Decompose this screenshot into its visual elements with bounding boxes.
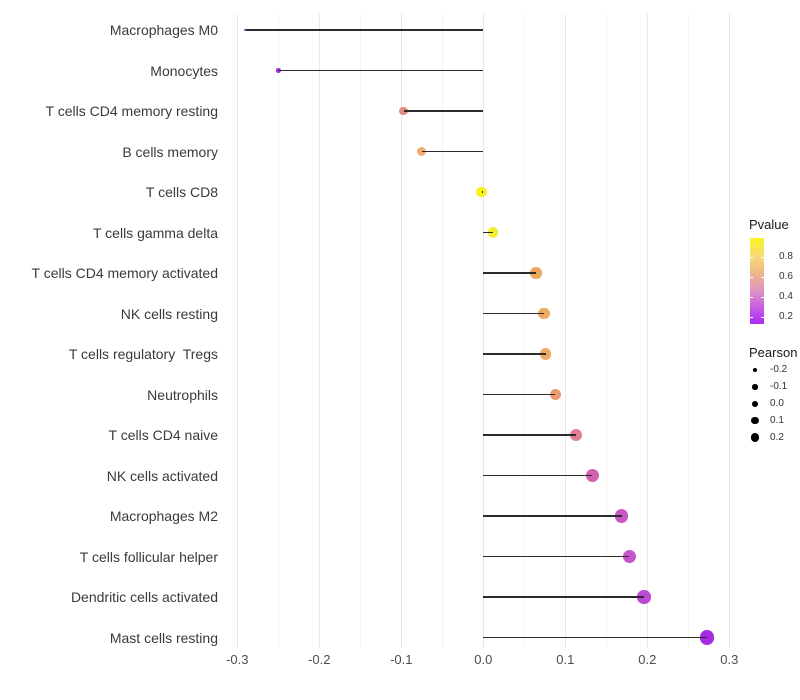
row-label: NK cells resting: [120, 305, 218, 322]
row-label: T cells CD4 naive: [108, 427, 218, 443]
x-tick-label: -0.1: [390, 652, 413, 667]
row-label: Dendritic cells activated: [70, 589, 218, 605]
gridline-minor: [278, 14, 280, 648]
gridline-major: [647, 14, 649, 648]
x-tick-label: -0.2: [308, 652, 331, 667]
pearson-legend-label: -0.2: [770, 364, 788, 375]
pvalue-tickmark: [750, 257, 753, 258]
pvalue-tickmark: [750, 317, 753, 318]
gridline-major: [729, 14, 731, 648]
x-tick-label: 0.1: [556, 652, 575, 667]
pvalue-legend-title: Pvalue: [749, 217, 789, 232]
lollipop-segment: [483, 312, 544, 315]
row-label: Macrophages M2: [109, 508, 218, 524]
x-tick-label: 0.3: [720, 652, 739, 667]
row-label: T cells follicular helper: [79, 548, 218, 565]
x-tick-label: 0.0: [474, 652, 493, 667]
lollipop-dot: [476, 186, 487, 198]
pearson-legend-dot: [752, 384, 758, 390]
pvalue-tickmark: [750, 277, 753, 278]
pvalue-tickmark: [761, 297, 764, 298]
lollipop-dot: [244, 28, 247, 32]
pearson-legend-dot: [752, 367, 758, 373]
lollipop-segment: [483, 393, 556, 396]
lollipop-dot: [586, 469, 599, 482]
pvalue-colorbar: [750, 238, 764, 324]
gridline-minor: [524, 14, 526, 648]
lollipop-dot: [569, 428, 583, 442]
row-label: Neutrophils: [147, 386, 218, 403]
pvalue-tick-label: 0.2: [779, 311, 793, 322]
lollipop-dot: [530, 267, 542, 279]
x-tick-label: 0.2: [638, 652, 657, 667]
pvalue-tick-label: 0.6: [779, 271, 793, 282]
lollipop-segment: [421, 150, 484, 153]
pearson-legend-title: Pearson: [749, 345, 798, 360]
lollipop-dot: [622, 549, 636, 564]
gridline-minor: [606, 14, 608, 648]
lollipop-dot: [417, 146, 427, 157]
lollipop-segment: [483, 515, 622, 517]
lollipop-dot: [487, 227, 499, 238]
pvalue-tickmark: [761, 277, 764, 278]
pearson-legend-label: 0.2: [770, 431, 784, 443]
pvalue-tickmark: [750, 297, 753, 298]
lollipop-segment: [483, 434, 576, 436]
pearson-legend-label: 0.1: [770, 414, 784, 426]
gridline-major: [319, 14, 321, 648]
row-label: Monocytes: [150, 62, 218, 79]
row-label: NK cells activated: [106, 467, 218, 484]
pvalue-tick-label: 0.8: [779, 251, 793, 262]
pearson-legend-dot: [751, 400, 759, 408]
row-label: T cells regulatory Tregs: [68, 346, 218, 362]
lollipop-dot: [538, 307, 550, 320]
pearson-legend-label: 0.0: [770, 397, 784, 409]
lollipop-dot: [539, 348, 552, 360]
row-label: Mast cells resting: [109, 629, 218, 646]
row-label: B cells memory: [122, 143, 218, 160]
lollipop-segment: [278, 69, 484, 72]
row-label: T cells CD8: [145, 184, 218, 200]
lollipop-segment: [483, 272, 536, 274]
lollipop-dot: [276, 68, 281, 73]
lollipop-segment: [245, 29, 484, 31]
row-label: Macrophages M0: [109, 22, 218, 38]
lollipop-segment: [403, 110, 484, 112]
lollipop-dot: [699, 630, 715, 645]
lollipop-segment: [481, 191, 484, 193]
lollipop-segment: [483, 555, 630, 558]
pvalue-tick-label: 0.4: [779, 291, 793, 302]
lollipop-segment: [483, 231, 494, 234]
lollipop-segment: [483, 596, 645, 598]
gridline-major: [565, 14, 567, 648]
gridline-major: [483, 14, 485, 648]
lollipop-segment: [483, 636, 708, 639]
lollipop-segment: [483, 474, 593, 477]
pvalue-tickmark: [761, 317, 764, 318]
x-tick-label: -0.3: [226, 652, 249, 667]
gridline-major: [237, 14, 239, 648]
row-label: T cells CD4 memory resting: [45, 103, 218, 119]
pearson-legend-label: -0.1: [770, 380, 788, 392]
pearson-legend-dot: [750, 433, 760, 442]
gridline-minor: [360, 14, 362, 648]
row-label: T cells CD4 memory activated: [31, 265, 218, 281]
gridline-minor: [442, 14, 444, 648]
pearson-legend-dot: [751, 416, 759, 425]
gridline-major: [401, 14, 403, 648]
lollipop-segment: [483, 353, 546, 355]
pvalue-tickmark: [761, 257, 764, 258]
row-label: T cells gamma delta: [92, 224, 218, 241]
gridline-minor: [688, 14, 690, 648]
